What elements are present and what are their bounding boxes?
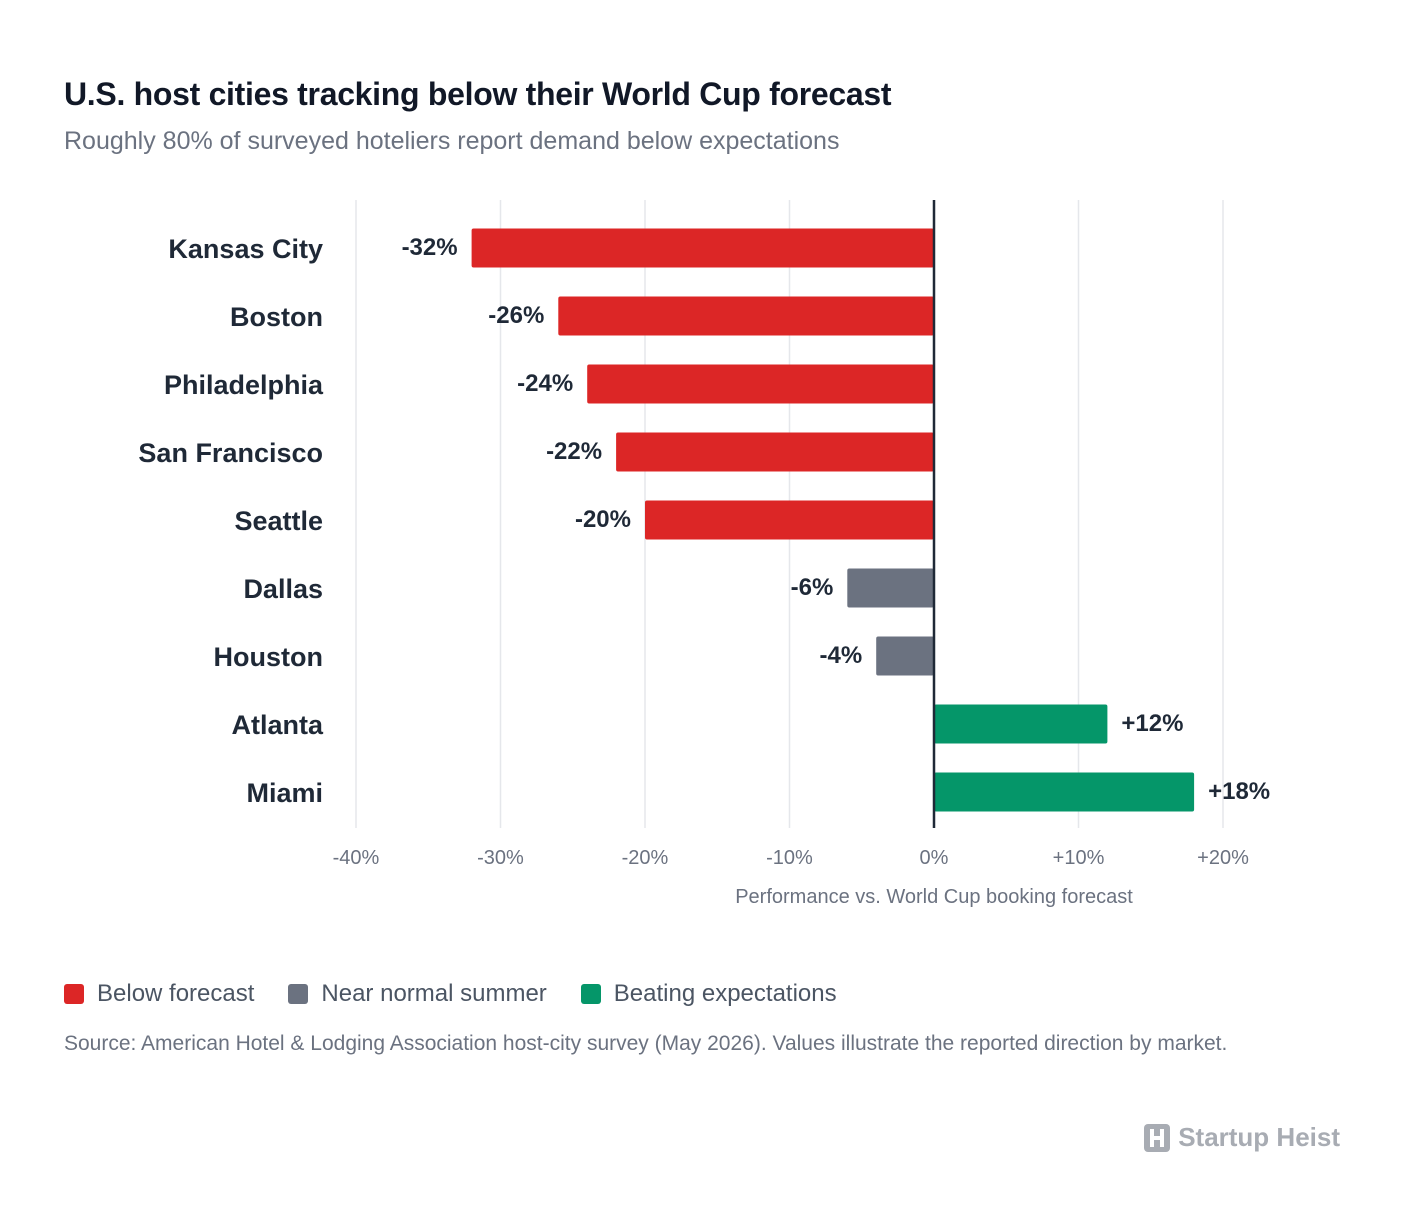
chart-subtitle: Roughly 80% of surveyed hoteliers report… — [64, 127, 840, 155]
legend-item-below: Below forecast — [64, 980, 254, 1008]
x-tick-label-0: 0% — [920, 847, 949, 869]
x-tick-label-30: -30% — [477, 847, 524, 869]
category-labels: Kansas City Boston Philadelphia San Francis… — [138, 234, 324, 808]
category-label-kansas-city: Kansas City — [168, 234, 323, 264]
legend-swatch-near — [288, 984, 309, 1004]
category-label-philadelphia: Philadelphia — [164, 370, 324, 400]
bar-chart: Kansas City Boston Philadelphia San Francis… — [138, 200, 1271, 908]
legend-item-near: Near normal summer — [288, 980, 547, 1008]
x-axis-label: Performance vs. World Cup booking foreca… — [735, 886, 1133, 908]
bar-atlanta — [934, 704, 1108, 744]
source-note: Source: American Hotel & Lodging Associa… — [64, 1032, 1228, 1055]
x-tick-label-10: +10% — [1053, 847, 1105, 869]
bar-kansas-city — [471, 228, 934, 268]
legend-swatch-beating — [580, 984, 601, 1004]
value-label-atlanta: +12% — [1121, 710, 1183, 737]
category-label-houston: Houston — [214, 642, 323, 672]
x-tick-label-10: -10% — [766, 847, 813, 869]
category-label-atlanta: Atlanta — [231, 710, 323, 740]
value-label-seattle: -20% — [575, 506, 631, 533]
legend-swatch-below — [64, 984, 84, 1004]
category-label-dallas: Dallas — [243, 574, 323, 604]
bar-san-francisco — [616, 432, 934, 472]
value-label-houston: -4% — [820, 642, 863, 669]
legend-label-below: Below forecast — [97, 980, 255, 1007]
value-label-philadelphia: -24% — [517, 370, 573, 397]
bar-boston — [558, 296, 934, 336]
x-tick-labels: -40% -30% -20% -10% 0% +10% +20% — [333, 847, 1249, 869]
x-tick-label-20: -20% — [622, 847, 669, 869]
value-label-miami: +18% — [1208, 778, 1270, 805]
bars — [471, 228, 1195, 812]
legend-label-beating: Beating expectations — [613, 980, 837, 1007]
value-labels: -32% -26% -24% -22% -20% -6% -4% +12% +18% — [402, 234, 1271, 805]
x-tick-label-20: +20% — [1197, 847, 1249, 869]
brand-logo[interactable]: Startup Heist — [1144, 1122, 1340, 1153]
chart-title: U.S. host cities tracking below their Wo… — [64, 76, 892, 112]
x-tick-label-40: -40% — [333, 847, 380, 869]
value-label-boston: -26% — [488, 302, 544, 329]
value-label-kansas-city: -32% — [402, 234, 458, 261]
bar-philadelphia — [587, 364, 934, 404]
category-label-miami: Miami — [246, 778, 323, 808]
building-h-icon — [1144, 1123, 1171, 1152]
legend-label-near: Near normal summer — [321, 980, 547, 1007]
bar-seattle — [645, 500, 934, 540]
category-label-seattle: Seattle — [234, 506, 323, 536]
value-label-dallas: -6% — [791, 574, 834, 601]
category-label-boston: Boston — [230, 302, 323, 332]
bar-houston — [876, 636, 934, 676]
category-label-san-francisco: San Francisco — [138, 438, 323, 468]
legend-item-beating: Beating expectations — [580, 980, 837, 1008]
legend: Below forecast Near normal summer Beatin… — [64, 980, 871, 1008]
bar-dallas — [847, 568, 934, 608]
bar-miami — [934, 772, 1195, 812]
value-label-san-francisco: -22% — [546, 438, 602, 465]
brand-name: Startup Heist — [1178, 1122, 1340, 1152]
